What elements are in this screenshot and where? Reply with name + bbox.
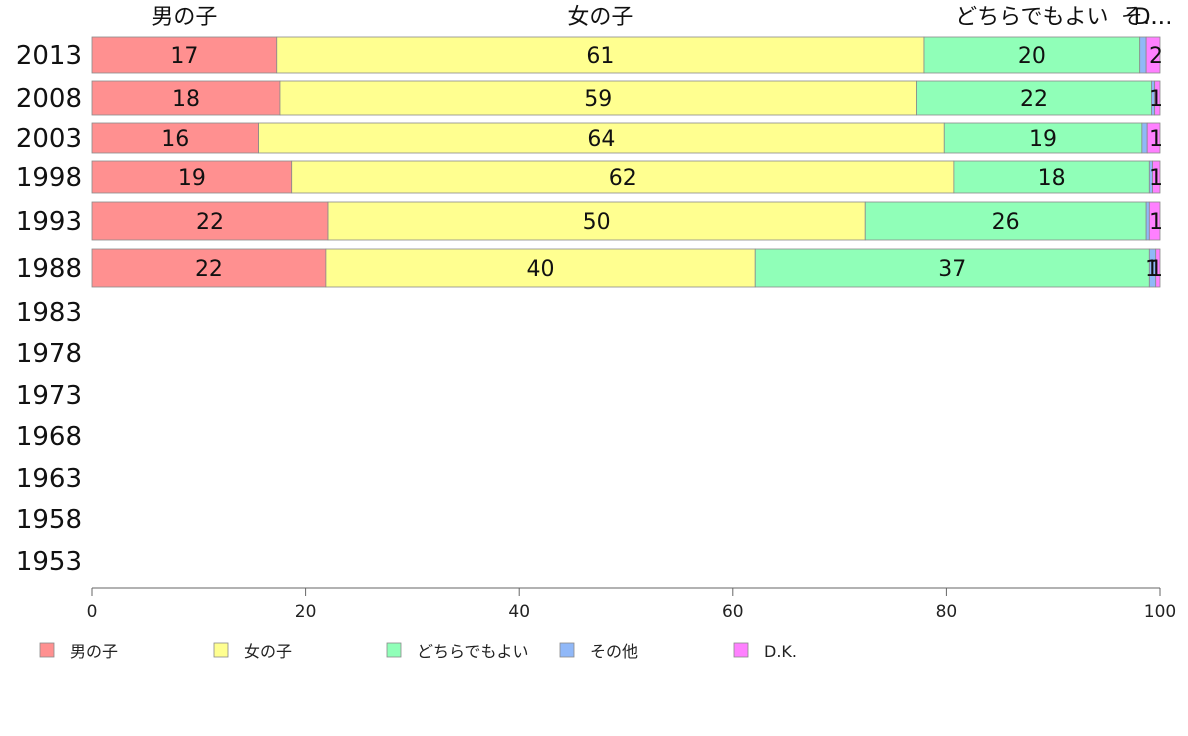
year-label-1993: 1993 xyxy=(16,207,82,237)
bar-1993-series-1 xyxy=(327,201,866,241)
bar-1998-series-1 xyxy=(291,160,955,194)
bar-2008-series-0 xyxy=(91,80,281,116)
column-header-3: そ… xyxy=(1121,5,1165,30)
data-label-2003-series-2: 19 xyxy=(1029,127,1057,152)
legend-swatch-0 xyxy=(39,642,55,658)
year-label-1968: 1968 xyxy=(16,422,82,452)
data-label-2013-series-0: 17 xyxy=(170,44,198,69)
data-label-1998-series-2: 18 xyxy=(1038,166,1066,191)
data-label-2013-series-4: 2 xyxy=(1149,44,1163,69)
bar-1998-series-2 xyxy=(953,160,1150,194)
year-label-2008: 2008 xyxy=(16,84,82,114)
x-tick-label-40: 40 xyxy=(508,602,530,622)
column-header-2: どちらでもよい xyxy=(955,5,1108,30)
legend-label-2: どちらでもよい xyxy=(417,642,529,661)
data-label-1998-series-4: 1 xyxy=(1149,166,1163,191)
data-label-2003-series-0: 16 xyxy=(161,127,189,152)
bar-2008-series-2 xyxy=(916,80,1152,116)
bar-2013-series-3 xyxy=(1139,36,1147,74)
legend-swatch-3 xyxy=(559,642,575,658)
data-label-2013-series-2: 20 xyxy=(1018,44,1046,69)
data-label-1998-series-1: 62 xyxy=(609,166,637,191)
column-header-0: 男の子 xyxy=(151,5,217,30)
legend-label-1: 女の子 xyxy=(244,642,292,661)
bar-1998-series-4 xyxy=(1152,160,1161,194)
bar-2008-series-4 xyxy=(1154,80,1161,116)
x-tick-label-0: 0 xyxy=(87,602,98,622)
x-tick-label-80: 80 xyxy=(936,602,958,622)
column-header-4: D… xyxy=(1134,5,1173,30)
bar-2003-series-1 xyxy=(258,122,945,154)
column-header-1: 女の子 xyxy=(567,5,633,30)
legend-swatch-1 xyxy=(213,642,229,658)
data-label-2008-series-1: 59 xyxy=(584,87,612,112)
bar-1988-series-2 xyxy=(754,248,1150,288)
year-label-1983: 1983 xyxy=(16,298,82,328)
year-label-1988: 1988 xyxy=(16,254,82,284)
data-label-2003-series-1: 64 xyxy=(587,127,615,152)
data-label-1993-series-0: 22 xyxy=(196,210,224,235)
bar-2013-series-4 xyxy=(1145,36,1161,74)
data-label-2013-series-1: 61 xyxy=(586,44,614,69)
data-label-2008-series-0: 18 xyxy=(172,87,200,112)
data-label-1988-series-1: 40 xyxy=(527,257,555,282)
legend-swatch-4 xyxy=(733,642,749,658)
bar-1993-series-4 xyxy=(1148,201,1161,241)
data-label-1993-series-1: 50 xyxy=(583,210,611,235)
year-label-1998: 1998 xyxy=(16,163,82,193)
year-label-1963: 1963 xyxy=(16,464,82,494)
data-label-2003-series-4: 1 xyxy=(1149,127,1163,152)
bar-2003-series-4 xyxy=(1146,122,1161,154)
bar-1988-series-4 xyxy=(1155,248,1161,288)
x-tick-label-100: 100 xyxy=(1144,602,1176,622)
data-label-1998-series-0: 19 xyxy=(178,166,206,191)
data-label-1988-series-2: 37 xyxy=(938,257,966,282)
bar-2008-series-1 xyxy=(279,80,917,116)
x-tick-label-20: 20 xyxy=(295,602,317,622)
year-label-2013: 2013 xyxy=(16,41,82,71)
bar-1993-series-2 xyxy=(864,201,1147,241)
year-label-1953: 1953 xyxy=(16,547,82,577)
data-label-2008-series-2: 22 xyxy=(1020,87,1048,112)
bar-1998-series-0 xyxy=(91,160,293,194)
bar-1993-series-0 xyxy=(91,201,329,241)
x-tick-label-60: 60 xyxy=(722,602,744,622)
data-label-2008-series-4: 1 xyxy=(1149,87,1163,112)
year-label-2003: 2003 xyxy=(16,124,82,154)
bar-2013-series-0 xyxy=(91,36,278,74)
year-label-1958: 1958 xyxy=(16,505,82,535)
bar-2013-series-2 xyxy=(923,36,1141,74)
data-label-1993-series-2: 26 xyxy=(992,210,1020,235)
legend-label-3: その他 xyxy=(590,642,638,661)
year-label-1978: 1978 xyxy=(16,339,82,369)
bar-2013-series-1 xyxy=(276,36,925,74)
data-label-1988-series-0: 22 xyxy=(195,257,223,282)
data-label-1988-series-4: 1 xyxy=(1149,257,1163,282)
legend-label-4: D.K. xyxy=(764,642,797,661)
bar-2003-series-3 xyxy=(1141,122,1148,154)
year-label-1973: 1973 xyxy=(16,381,82,411)
data-label-1993-series-4: 1 xyxy=(1149,210,1163,235)
legend-swatch-2 xyxy=(386,642,402,658)
legend-label-0: 男の子 xyxy=(70,642,118,661)
